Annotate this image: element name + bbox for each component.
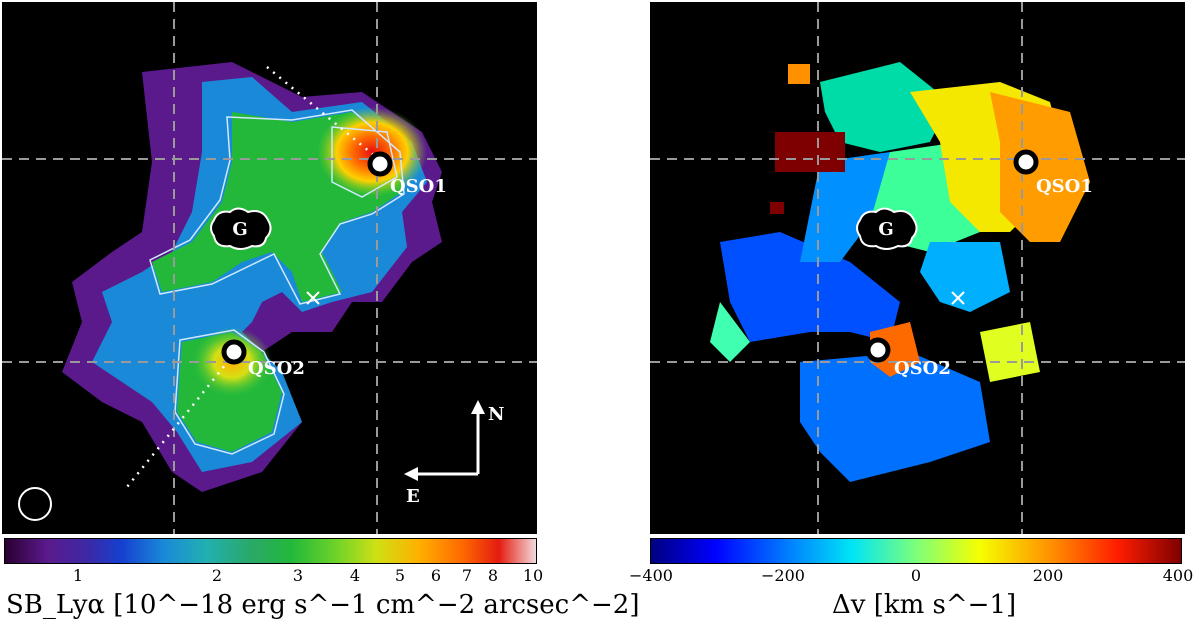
sb-colorbar-title: SB_Lyα [10^−18 erg s^−1 cm^−2 arcsec^−2] — [6, 590, 640, 620]
sb-colorbar — [4, 538, 537, 564]
qso2-label-right: QSO2 — [894, 358, 951, 379]
sb-tick: 2 — [211, 566, 223, 585]
galaxy-g-marker: G — [210, 207, 272, 250]
sb-tick: 8 — [487, 566, 499, 585]
sb-map-panel: G QSO1 QSO2 N E — [2, 2, 537, 534]
sb-tick: 5 — [394, 566, 406, 585]
reference-grid-right — [650, 2, 1185, 534]
velocity-map: G QSO1 QSO2 — [650, 2, 1185, 534]
qso2-marker — [221, 339, 247, 365]
qso1-label: QSO1 — [390, 176, 447, 197]
galaxy-g-label-right: G — [878, 219, 893, 240]
qso2-label: QSO2 — [248, 358, 305, 379]
compass-north-label: N — [488, 404, 504, 425]
velocity-tick: 0 — [910, 566, 922, 585]
velocity-tick: 200 — [1032, 566, 1064, 585]
reference-grid — [2, 2, 537, 534]
velocity-tick: −400 — [629, 566, 673, 585]
qso2-marker-right — [865, 337, 891, 363]
velocity-tick: −200 — [761, 566, 805, 585]
sb-tick: 10 — [522, 566, 544, 585]
sb-tick: 4 — [349, 566, 361, 585]
velocity-colorbar-title: Δv [km s^−1] — [832, 590, 1017, 620]
cross-marker-right — [951, 291, 965, 305]
galaxy-g-label: G — [232, 219, 247, 240]
qso1-marker-right — [1013, 149, 1039, 175]
qso1-marker — [367, 151, 393, 177]
sb-tick: 1 — [72, 566, 84, 585]
qso1-label-right: QSO1 — [1036, 176, 1093, 197]
psf-beam — [18, 487, 52, 521]
compass — [404, 400, 485, 481]
velocity-field — [710, 62, 1090, 482]
sb-contours — [149, 109, 405, 455]
qso1-peak — [317, 107, 427, 197]
sb-tick: 3 — [292, 566, 304, 585]
quasar-axis — [126, 66, 383, 488]
velocity-map-panel: G QSO1 QSO2 — [650, 2, 1185, 534]
sb-tick: 6 — [430, 566, 442, 585]
galaxy-g-marker-right: G — [856, 207, 918, 250]
velocity-colorbar — [650, 538, 1182, 564]
cross-marker — [306, 291, 320, 305]
compass-east-label: E — [406, 486, 420, 507]
sb-tick: 7 — [461, 566, 473, 585]
velocity-tick: 400 — [1162, 566, 1194, 585]
sb-map: G QSO1 QSO2 N E — [2, 2, 537, 534]
